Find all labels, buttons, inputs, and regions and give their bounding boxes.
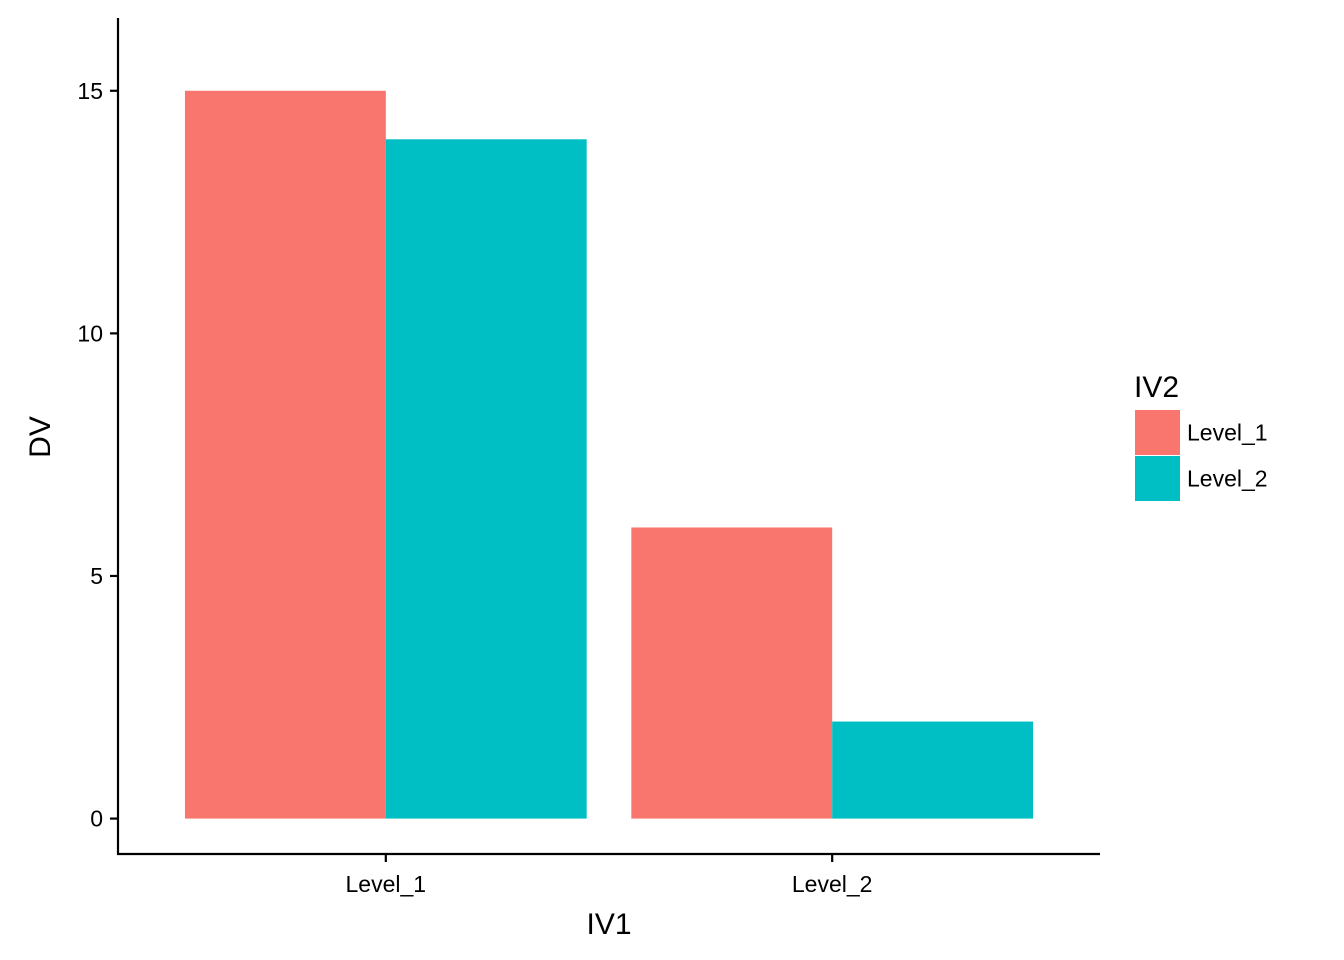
x-axis-title: IV1 (586, 908, 631, 941)
y-tick-label: 5 (90, 563, 103, 589)
legend-key-level-2 (1135, 456, 1180, 501)
bar-level-2-level-2 (832, 721, 1034, 819)
x-axis-ticks: Level_1 Level_2 (346, 854, 873, 897)
x-tick-label: Level_1 (346, 871, 427, 897)
legend-title: IV2 (1134, 371, 1179, 404)
bar-level-1-level-2 (385, 139, 587, 819)
legend: IV2 Level_1 Level_2 (1134, 371, 1268, 501)
y-axis-ticks: 0 5 10 15 (77, 78, 118, 832)
legend-key-level-1 (1135, 410, 1180, 455)
bar-level-2-level-1 (631, 527, 833, 819)
y-axis-title: DV (24, 416, 57, 458)
y-tick-label: 0 (90, 806, 103, 832)
x-tick-label: Level_2 (792, 871, 873, 897)
legend-label-level-1: Level_1 (1187, 420, 1268, 446)
legend-label-level-2: Level_2 (1187, 466, 1268, 492)
bar-level-1-level-1 (184, 90, 386, 819)
y-tick-label: 10 (77, 320, 103, 346)
y-tick-label: 15 (77, 78, 103, 104)
bars-layer (184, 90, 1034, 819)
legend-items: Level_1 Level_2 (1135, 410, 1268, 501)
